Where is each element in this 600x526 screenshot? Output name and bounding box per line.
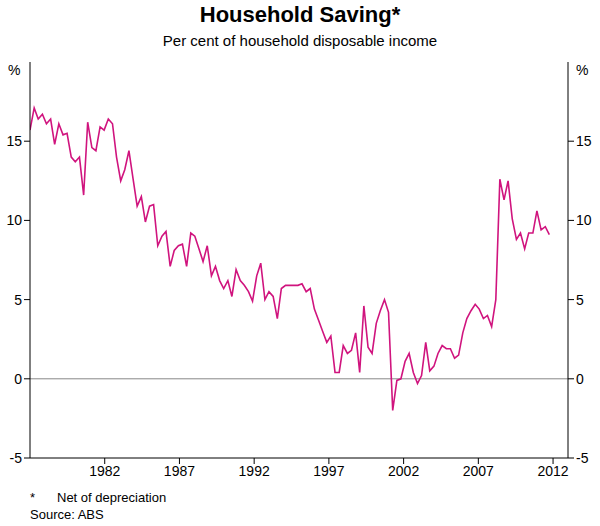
html-text:Net of depreciation: Net of depreciation (57, 490, 167, 505)
svg-text:1982: 1982 (89, 463, 120, 479)
svg-text:0: 0 (14, 371, 22, 387)
svg-text:2012: 2012 (537, 463, 568, 479)
svg-text:15: 15 (8, 133, 22, 149)
svg-text:0: 0 (576, 371, 584, 387)
svg-text:2002: 2002 (388, 463, 419, 479)
svg-text:-5: -5 (10, 450, 23, 466)
html-text:Per cent of household disposab: Per cent of household disposable income (162, 32, 438, 49)
svg-text:5: 5 (576, 292, 584, 308)
svg-text:10: 10 (8, 212, 22, 228)
svg-text:5: 5 (14, 292, 22, 308)
html-text:Source: ABS: Source: ABS (30, 507, 104, 522)
svg-text:-5: -5 (576, 450, 589, 466)
svg-text:2007: 2007 (463, 463, 494, 479)
svg-text:1997: 1997 (313, 463, 344, 479)
svg-text:10: 10 (576, 212, 592, 228)
svg-text:15: 15 (576, 133, 592, 149)
svg-text:1992: 1992 (239, 463, 270, 479)
svg-text:1987: 1987 (164, 463, 195, 479)
html-text:Household Saving*: Household Saving* (199, 2, 401, 27)
